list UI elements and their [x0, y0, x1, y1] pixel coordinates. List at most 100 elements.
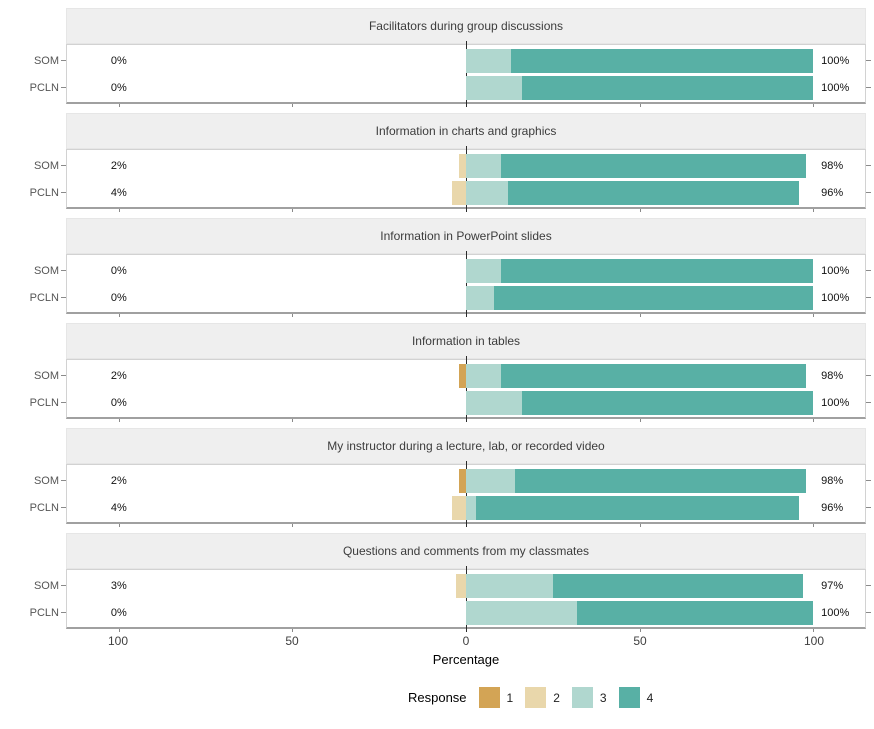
bar-som: [67, 154, 865, 178]
segment-response-3: [466, 391, 522, 415]
neg-total-label-som: 0%: [110, 265, 127, 277]
x-tick-mark: [292, 629, 294, 632]
row-label-som: SOM: [33, 475, 59, 487]
x-tick-mark: [118, 104, 120, 107]
segment-response-4: [507, 181, 800, 205]
pos-total-label-pcln: 96%: [821, 187, 844, 199]
segment-response-3: [466, 76, 522, 100]
segment-response-4: [577, 601, 814, 625]
row-label-som: SOM: [33, 370, 59, 382]
segment-response-4: [500, 259, 814, 283]
segment-response-2: [459, 154, 466, 178]
y-tick-right-pcln: [866, 612, 871, 613]
x-tick-mark: [639, 314, 641, 317]
pos-total-label-pcln: 100%: [821, 82, 850, 94]
zero-reference-line: [466, 146, 467, 212]
segment-response-4: [521, 391, 814, 415]
row-label-pcln: PCLN: [29, 292, 59, 304]
x-tick-mark: [813, 209, 815, 212]
pos-total-label-pcln: 96%: [821, 502, 844, 514]
x-axis-title: Percentage: [432, 652, 500, 667]
y-tick-right-som: [866, 585, 871, 586]
legend-item-label: 4: [646, 690, 654, 705]
legend: Response 1 2 3 4: [408, 687, 653, 708]
zero-reference-line: [466, 566, 467, 632]
segment-response-2: [452, 496, 466, 520]
x-tick-mark: [292, 314, 294, 317]
bar-pcln: [67, 601, 865, 625]
y-tick-right-som: [866, 270, 871, 271]
bar-pcln: [67, 76, 865, 100]
panel-5: My instructor during a lecture, lab, or …: [0, 428, 874, 527]
segment-response-4: [511, 49, 814, 73]
x-tick-mark: [639, 104, 641, 107]
x-tick-mark: [292, 419, 294, 422]
panel-body: SOM 3% 97% PCLN 0% 100%: [30, 566, 871, 632]
segment-response-4: [500, 364, 807, 388]
x-tick-label: 50: [285, 634, 299, 648]
y-tick-right-pcln: [866, 507, 871, 508]
legend-item-label: 1: [506, 690, 514, 705]
segment-response-3: [466, 601, 578, 625]
panel-body: SOM 0% 100% PCLN 0% 100%: [30, 41, 871, 107]
bar-pcln: [67, 181, 865, 205]
neg-total-label-pcln: 0%: [110, 397, 127, 409]
panel-1: Facilitators during group discussions SOM…: [0, 8, 874, 107]
y-tick-left-som: [61, 375, 66, 376]
bar-pcln: [67, 391, 865, 415]
pos-total-label-pcln: 100%: [821, 397, 850, 409]
pos-total-label-som: 100%: [821, 265, 850, 277]
row-label-som: SOM: [33, 160, 59, 172]
panel-body: SOM 0% 100% PCLN 0% 100%: [30, 251, 871, 317]
bar-som: [67, 49, 865, 73]
y-tick-right-pcln: [866, 87, 871, 88]
legend-items: 1 2 3 4: [467, 687, 654, 708]
bar-som: [67, 574, 865, 598]
y-tick-right-pcln: [866, 402, 871, 403]
y-tick-left-som: [61, 165, 66, 166]
neg-total-label-som: 0%: [110, 55, 127, 67]
panel-strip: Information in charts and graphics: [66, 113, 866, 149]
segment-response-3: [466, 286, 494, 310]
legend-swatch-2: [525, 687, 547, 708]
y-tick-left-pcln: [61, 297, 66, 298]
legend-title: Response: [408, 690, 467, 705]
y-tick-left-som: [61, 480, 66, 481]
neg-total-label-som: 2%: [110, 160, 127, 172]
panel-title: Facilitators during group discussions: [368, 19, 564, 33]
y-tick-left-pcln: [61, 402, 66, 403]
neg-total-label-pcln: 4%: [110, 187, 127, 199]
segment-response-2: [452, 181, 466, 205]
legend-item-1: 1: [478, 687, 514, 708]
neg-total-label-pcln: 0%: [110, 292, 127, 304]
bar-som: [67, 259, 865, 283]
panel-body: SOM 2% 98% PCLN 0% 100%: [30, 356, 871, 422]
x-tick-mark: [813, 419, 815, 422]
segment-response-4: [514, 469, 807, 493]
segment-response-2: [455, 574, 466, 598]
segment-response-4: [493, 286, 814, 310]
neg-total-label-som: 3%: [110, 580, 127, 592]
panel-strip: My instructor during a lecture, lab, or …: [66, 428, 866, 464]
legend-item-2: 2: [525, 687, 560, 708]
panel-title: Information in tables: [411, 334, 521, 348]
y-tick-right-som: [866, 480, 871, 481]
panel-title: Information in PowerPoint slides: [380, 229, 552, 243]
segment-response-3: [466, 154, 501, 178]
y-tick-left-som: [61, 270, 66, 271]
pos-total-label-som: 100%: [821, 55, 850, 67]
segment-response-3: [466, 574, 553, 598]
neg-total-label-pcln: 4%: [110, 502, 127, 514]
y-tick-left-pcln: [61, 192, 66, 193]
x-tick-mark: [292, 209, 294, 212]
panel-strip: Facilitators during group discussions: [66, 8, 866, 44]
x-tick-label: 100: [803, 634, 825, 648]
segment-response-3: [466, 364, 501, 388]
pos-total-label-som: 98%: [821, 475, 844, 487]
panel-title: My instructor during a lecture, lab, or …: [327, 439, 605, 453]
zero-reference-line: [466, 251, 467, 317]
row-label-pcln: PCLN: [29, 607, 59, 619]
panel-body: SOM 2% 98% PCLN 4% 96%: [30, 146, 871, 212]
panel-body: SOM 2% 98% PCLN 4% 96%: [30, 461, 871, 527]
